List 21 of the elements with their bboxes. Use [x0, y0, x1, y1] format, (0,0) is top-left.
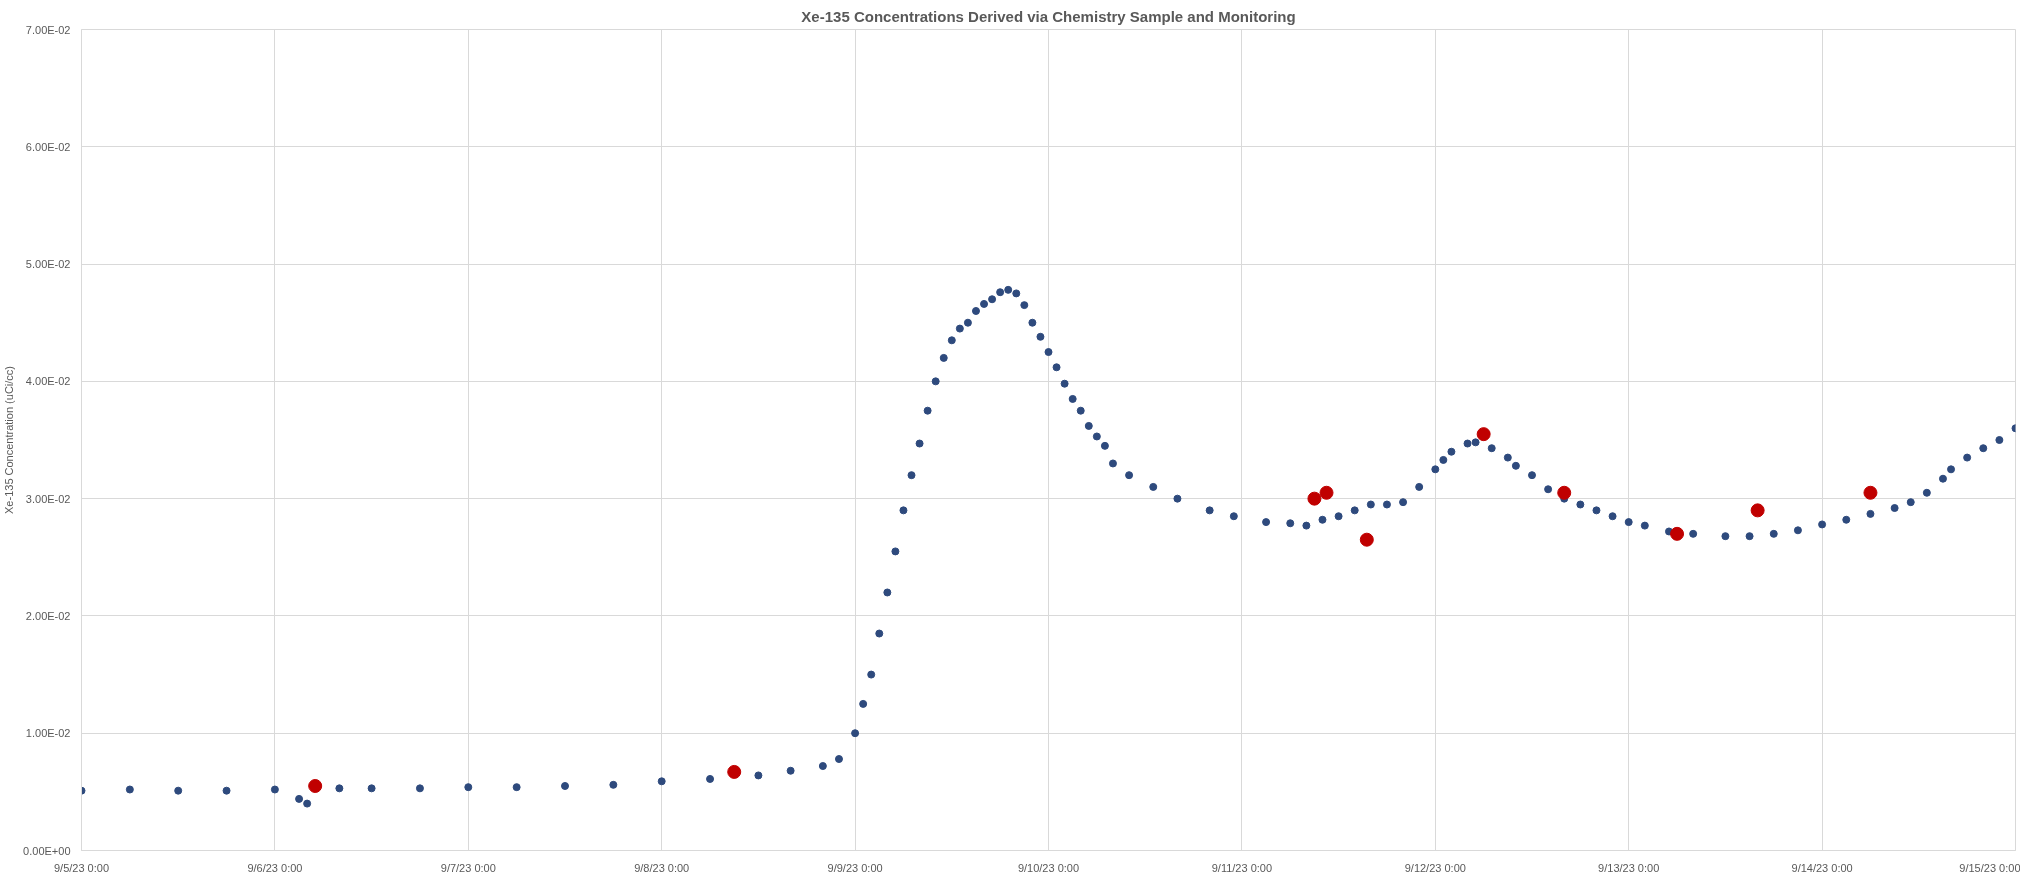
y-tick-label: 1.00E-02 [25, 727, 71, 740]
x-tick-label: 9/10/23 0:00 [1017, 861, 1080, 874]
y-tick-label: 2.00E-02 [25, 609, 71, 622]
x-tick-label: 9/12/23 0:00 [1404, 861, 1466, 874]
y-tick-label: 7.00E-02 [25, 23, 71, 36]
chart-title: Xe-135 Concentrations Derived via Chemistry Sample and Monitoring [801, 7, 1296, 25]
x-tick-label: 9/11/23 0:00 [1211, 861, 1273, 874]
x-tick-label: 9/8/23 0:00 [634, 861, 690, 874]
x-tick-label: 9/14/23 0:00 [1791, 861, 1853, 874]
y-tick-label: 4.00E-02 [25, 375, 71, 388]
x-tick-label: 9/13/23 0:00 [1598, 861, 1660, 874]
y-tick-label: 5.00E-02 [25, 258, 71, 271]
y-tick-label: 3.00E-02 [25, 492, 71, 505]
y-tick-label: 0.00E+00 [23, 844, 71, 857]
x-tick-label: 9/7/23 0:00 [440, 861, 496, 874]
x-tick-label: 9/5/23 0:00 [53, 861, 110, 874]
y-tick-label: 6.00E-02 [25, 140, 71, 153]
x-tick-label: 9/6/23 0:00 [247, 861, 303, 874]
x-tick-label: 9/9/23 0:00 [827, 861, 883, 874]
y-axis-title: Xe-135 Concentration (uCi/cc) [3, 366, 16, 514]
x-tick-label: 9/15/23 0:00 [1959, 861, 2021, 874]
